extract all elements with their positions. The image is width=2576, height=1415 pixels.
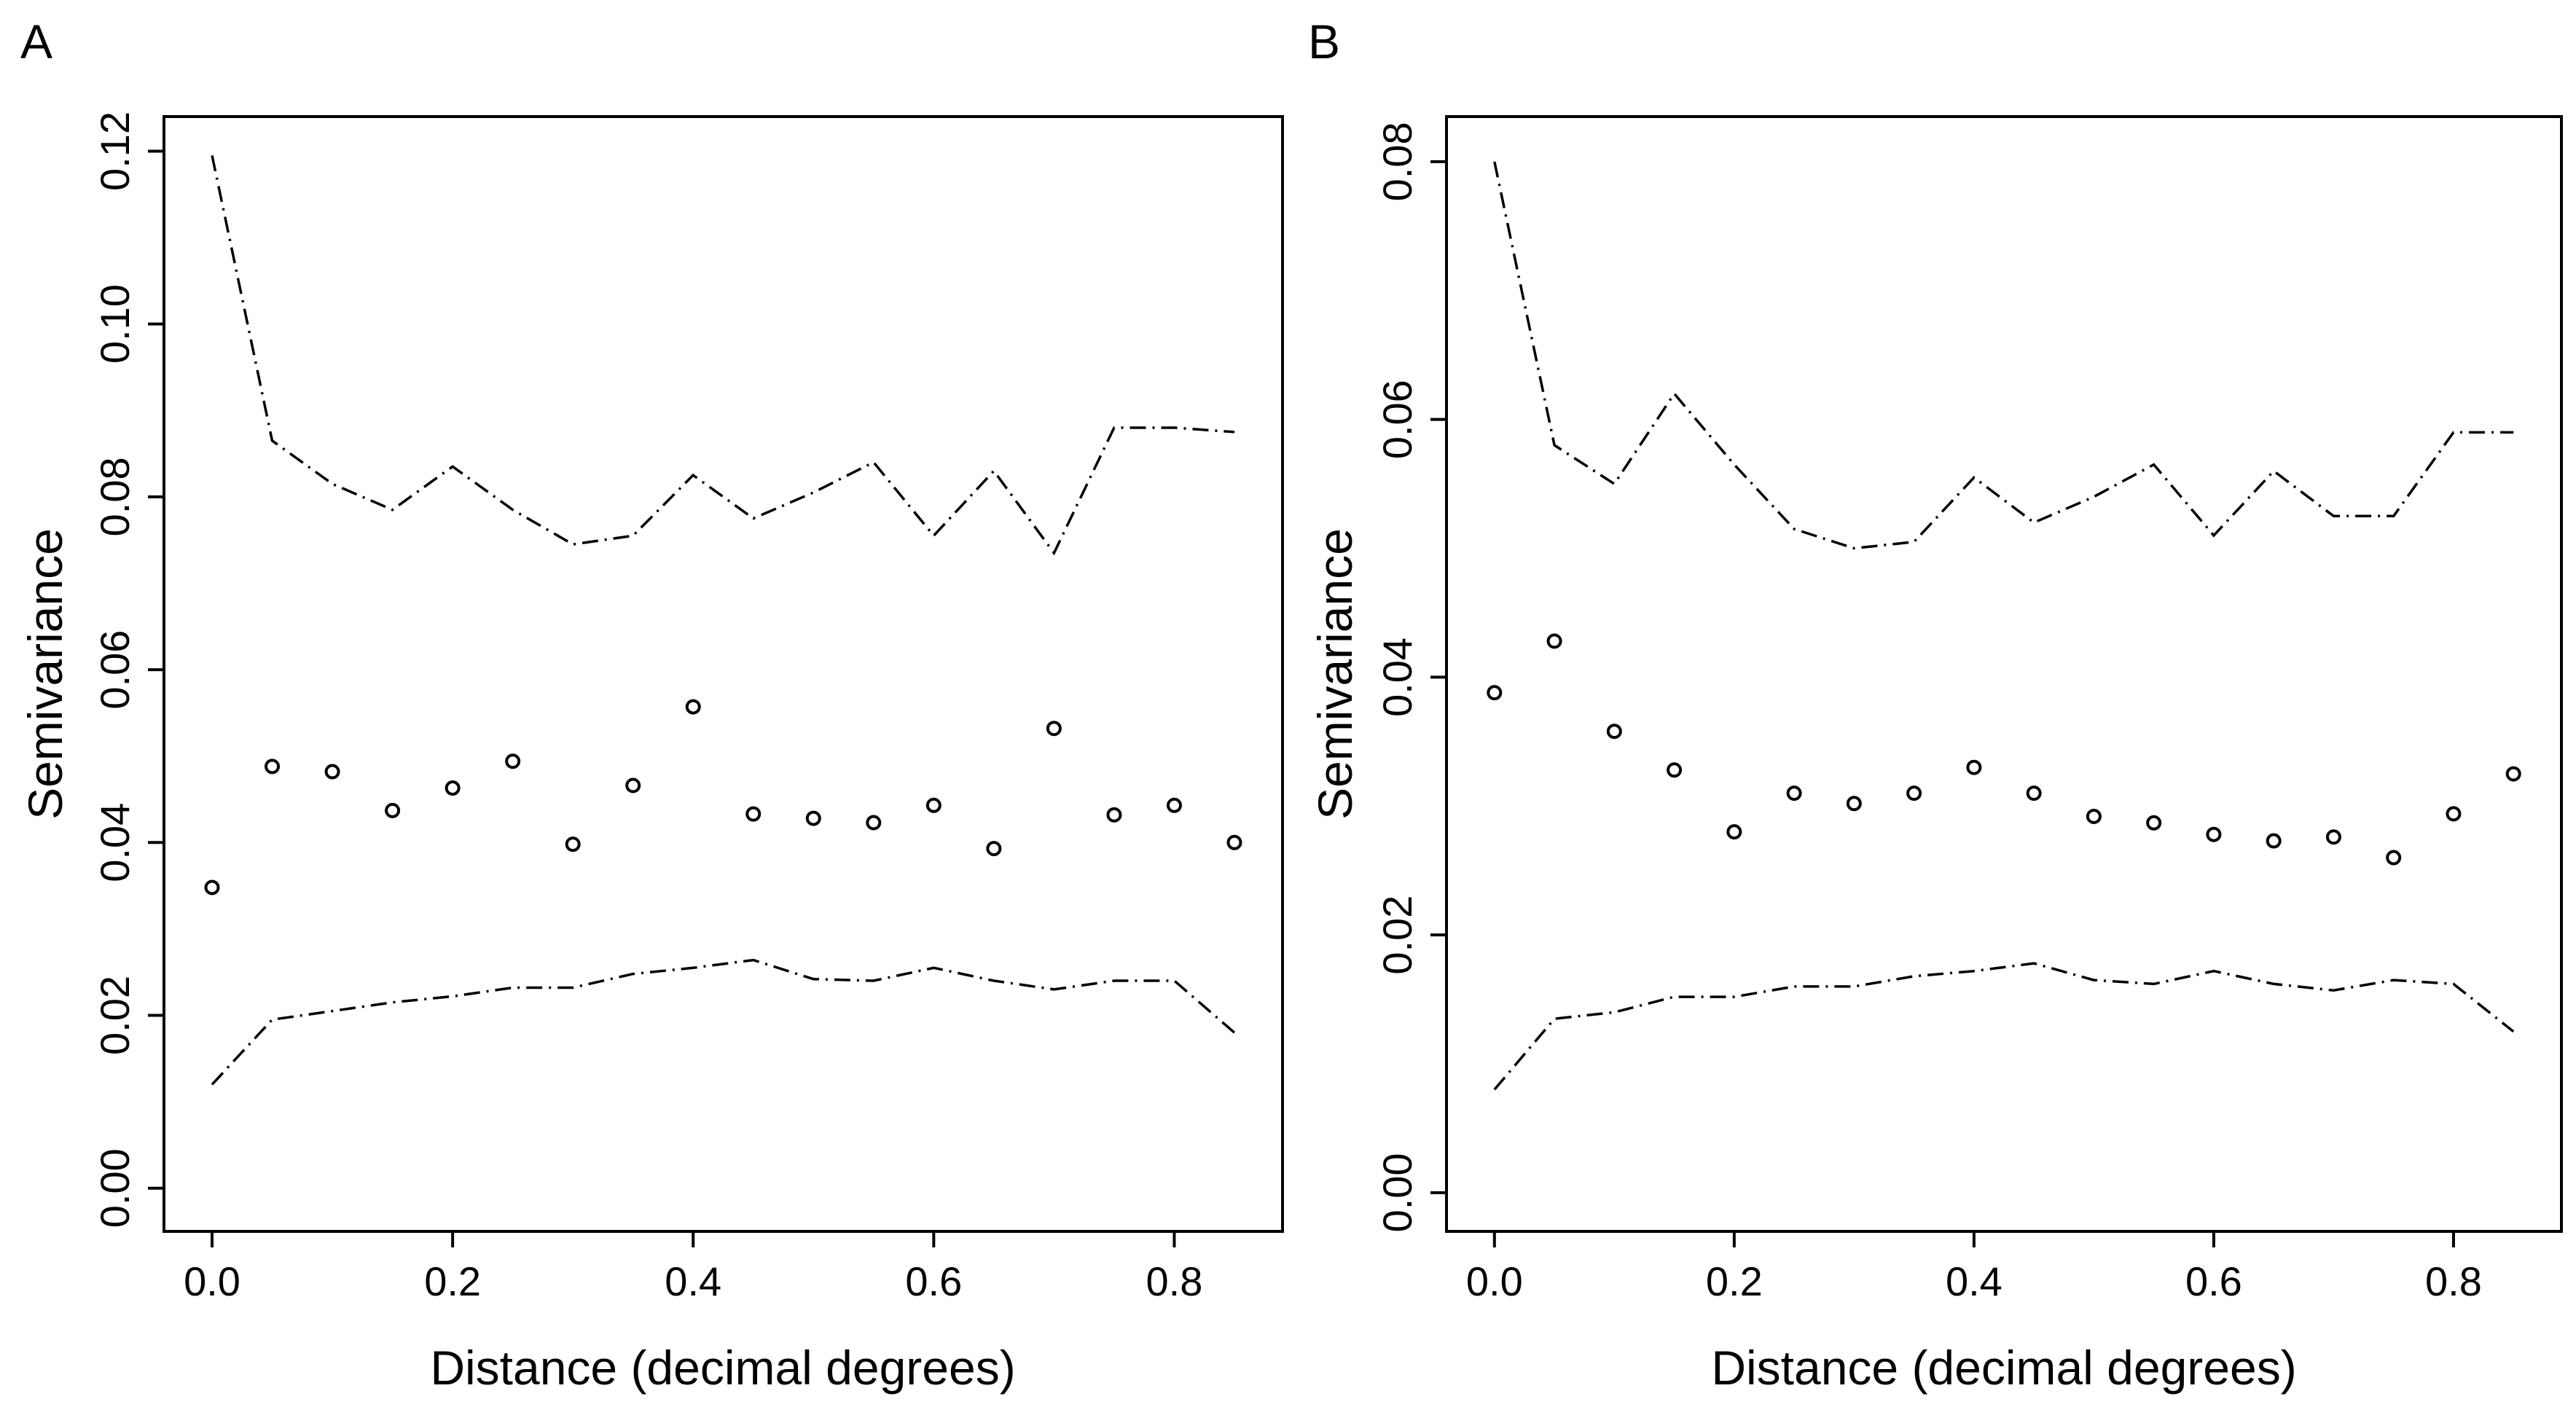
panel-b-y-tick-label: 0.08	[1374, 122, 1420, 201]
panel-b-data-point	[1846, 796, 1862, 812]
panel-b-data-point	[2086, 808, 2102, 824]
panel-b-data-point	[1966, 759, 1982, 775]
panel-b-data-point	[1606, 724, 1622, 740]
panel-a-data-point	[685, 699, 701, 715]
panel-a-y-tick-label: 0.06	[92, 630, 138, 710]
panel-b-x-axis-title: Distance (decimal degrees)	[1711, 1341, 2296, 1395]
panel-a-y-tick-label: 0.12	[92, 111, 138, 191]
panel-a-data-point	[1106, 807, 1122, 823]
panel-b-envelope-lines	[1493, 161, 2515, 1091]
panel-b-data-point	[1906, 785, 1922, 801]
panel-a-plot-frame	[163, 115, 1284, 1233]
panel-a-x-tick-label: 0.6	[905, 1258, 962, 1304]
panel-b-y-axis: 0.00 0.02 0.04 0.06 0.08	[1374, 122, 1446, 1232]
panel-a-envelope-lines	[211, 155, 1236, 1086]
panel-a-data-point	[1226, 834, 1242, 850]
panel-b-x-tick-label: 0.0	[1466, 1258, 1523, 1304]
panel-b-y-axis-title: Semivariance	[1308, 528, 1362, 820]
panel-a-label: A	[20, 15, 52, 68]
panel-b: B 0.0 0.2 0.4 0.6 0.8 0.00 0.02 0.04 0.06 0.08 D…	[1308, 15, 2563, 1395]
panel-b-data-point	[1546, 633, 1562, 649]
panel-a-data-point	[986, 841, 1002, 857]
panel-b-data-point	[2266, 833, 2282, 849]
panel-b-upper-envelope-line	[1493, 161, 2514, 550]
panel-b-x-tick-label: 0.2	[1706, 1258, 1763, 1304]
panel-b-lower-envelope-line	[1493, 962, 2515, 1091]
panel-b-x-tick-label: 0.8	[2425, 1258, 2482, 1304]
panel-a-x-tick-label: 0.8	[1146, 1258, 1203, 1304]
panel-b-data-point	[2026, 785, 2042, 801]
panel-a-data-point	[505, 753, 521, 769]
panel-b-data-point	[2206, 826, 2222, 842]
panel-a-y-tick-label: 0.10	[92, 284, 138, 364]
panel-b-data-point	[1487, 685, 1503, 701]
panel-b-y-tick-label: 0.06	[1374, 380, 1420, 459]
panel-a-x-tick-label: 0.2	[424, 1258, 481, 1304]
panel-b-plot-frame	[1445, 115, 2563, 1233]
panel-a-y-tick-label: 0.08	[92, 457, 138, 536]
panel-b-y-tick-label: 0.02	[1374, 895, 1420, 975]
panel-a-x-axis-title: Distance (decimal degrees)	[430, 1341, 1015, 1395]
panel-a-y-tick-label: 0.04	[92, 803, 138, 882]
panel-a-data-point	[1166, 797, 1182, 813]
panel-a-y-tick-label: 0.02	[92, 976, 138, 1055]
panel-b-data-point	[1667, 762, 1683, 778]
panel-a-data-point	[1046, 721, 1062, 737]
panel-b-y-tick-label: 0.04	[1374, 638, 1420, 717]
panel-a-y-tick-label: 0.00	[92, 1148, 138, 1228]
panel-a: A 0.0 0.2 0.4 0.6 0.8 0.000.020.040.060.080.…	[18, 15, 1284, 1395]
panel-b-data-point	[1726, 824, 1742, 840]
panel-a-data-point	[625, 777, 641, 793]
panel-a-x-tick-label: 0.0	[184, 1258, 240, 1304]
panel-a-data-point	[324, 764, 340, 780]
panel-b-data-point	[2446, 806, 2462, 822]
panel-b-data-points	[1487, 633, 2521, 866]
panel-b-data-point	[2386, 850, 2402, 866]
panel-a-data-point	[385, 802, 401, 818]
panel-b-data-point	[2325, 829, 2341, 845]
panel-b-x-tick-label: 0.6	[2185, 1258, 2242, 1304]
panel-b-x-tick-label: 0.4	[1946, 1258, 2003, 1304]
panel-a-data-point	[925, 797, 941, 813]
panel-a-data-points	[204, 699, 1242, 895]
panel-a-data-point	[805, 810, 821, 826]
panel-a-data-point	[866, 815, 882, 831]
panel-a-x-axis: 0.0 0.2 0.4 0.6 0.8	[184, 1231, 1202, 1304]
panel-b-label: B	[1308, 15, 1340, 68]
panel-b-data-point	[2146, 815, 2162, 831]
panel-a-y-axis-title: Semivariance	[18, 528, 72, 820]
panel-a-data-point	[445, 780, 461, 796]
panel-a-data-point	[745, 806, 762, 822]
panel-a-data-point	[565, 836, 581, 852]
panel-b-data-point	[1786, 785, 1802, 801]
panel-b-data-point	[2505, 766, 2521, 782]
panel-b-x-axis: 0.0 0.2 0.4 0.6 0.8	[1466, 1231, 2482, 1304]
panel-a-data-point	[204, 879, 220, 895]
panel-b-y-tick-label: 0.00	[1374, 1153, 1420, 1232]
panel-a-lower-envelope-line	[211, 958, 1236, 1086]
panel-a-y-axis: 0.00 0.02 0.04 0.06 0.08 0.10 0.12	[92, 111, 164, 1228]
panel-a-x-tick-label: 0.4	[665, 1258, 721, 1304]
panel-a-upper-envelope-line	[211, 155, 1235, 556]
panel-a-data-point	[265, 759, 281, 775]
